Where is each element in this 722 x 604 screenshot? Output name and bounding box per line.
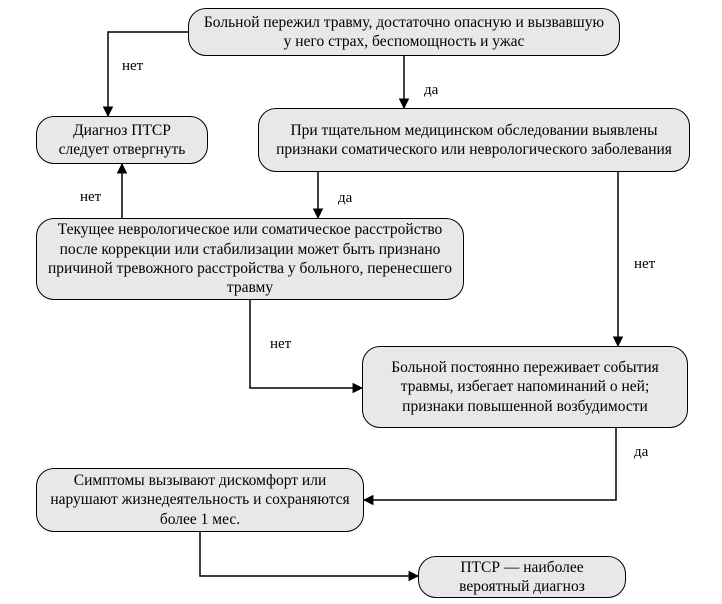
node-text: Больной постоянно переживает события тра… bbox=[373, 358, 677, 416]
node-text: При тщательном медицинском обследовании … bbox=[269, 121, 679, 160]
edge-label-n1-n2: нет bbox=[122, 58, 143, 75]
edge-label-n3-n5: нет bbox=[634, 256, 655, 273]
node-trauma-experienced: Больной пережил травму, достаточно опасн… bbox=[188, 8, 620, 56]
node-symptoms-duration: Симптомы вызывают дискомфорт или нарушаю… bbox=[36, 468, 364, 532]
node-reexperiencing: Больной постоянно переживает события тра… bbox=[362, 346, 688, 428]
node-reject-ptsd: Диагноз ПТСР следует отвергнуть bbox=[36, 116, 208, 164]
edge-label-n3-n4: да bbox=[338, 190, 352, 207]
edge-label-n4-n5: нет bbox=[270, 336, 291, 353]
edge-n4-n5 bbox=[250, 300, 362, 388]
edge-n1-n2 bbox=[108, 32, 188, 116]
edge-n5-n6 bbox=[364, 428, 616, 500]
node-text: ПТСР — наиболее вероятный диагноз bbox=[429, 558, 615, 597]
edge-n6-n7 bbox=[200, 532, 418, 576]
node-current-disorder: Текущее неврологическое или соматическое… bbox=[36, 218, 464, 300]
node-text: Симптомы вызывают дискомфорт или нарушаю… bbox=[47, 471, 353, 529]
edge-label-n5-n6: да bbox=[634, 444, 648, 461]
node-medical-exam: При тщательном медицинском обследовании … bbox=[258, 108, 690, 172]
node-text: Диагноз ПТСР следует отвергнуть bbox=[47, 121, 197, 160]
edge-label-n1-n3: да bbox=[424, 82, 438, 99]
edge-label-n4-n2: нет bbox=[80, 189, 101, 206]
node-text: Больной пережил травму, достаточно опасн… bbox=[199, 13, 609, 52]
node-ptsd-likely: ПТСР — наиболее вероятный диагноз bbox=[418, 556, 626, 598]
node-text: Текущее неврологическое или соматическое… bbox=[47, 220, 453, 298]
